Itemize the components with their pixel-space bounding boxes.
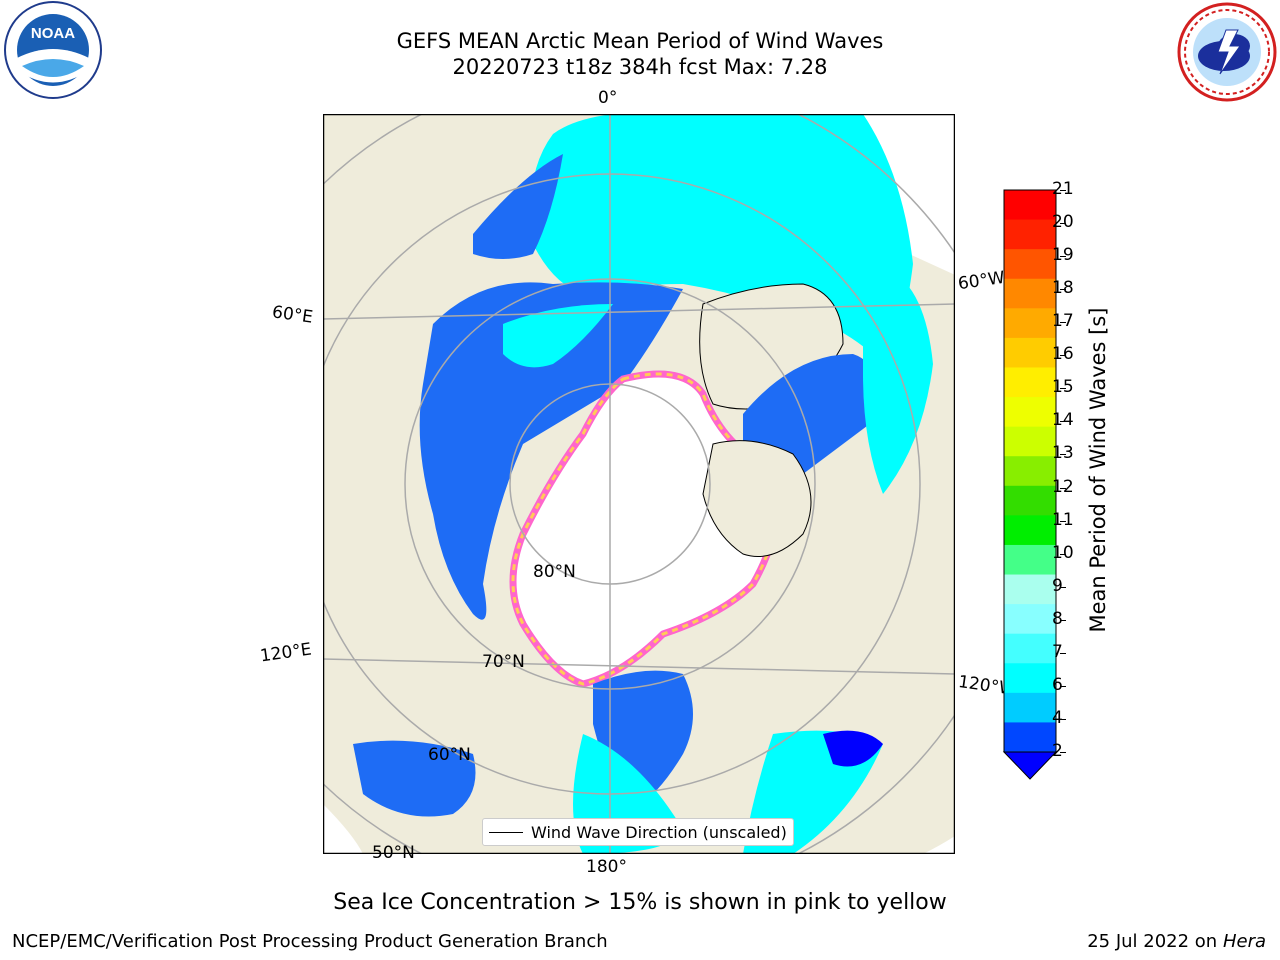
colorbar-segment xyxy=(1004,367,1056,398)
colorbar-tick-label: 11 xyxy=(1052,509,1074,530)
colorbar-tick-label: 21 xyxy=(1052,179,1074,199)
colorbar-tick-mark xyxy=(1060,652,1066,654)
colorbar-tick-mark xyxy=(1060,718,1066,720)
colorbar-tick-mark xyxy=(1060,223,1066,225)
colorbar-extend-arrow xyxy=(1002,751,1058,780)
sea-ice xyxy=(513,374,776,684)
colorbar-tick-mark xyxy=(1060,421,1066,423)
colorbar-segment xyxy=(1004,456,1056,487)
colorbar-segment xyxy=(1004,426,1056,457)
colorbar-tick-mark xyxy=(1060,553,1066,555)
ocean-eurasian-shelf xyxy=(419,282,683,620)
colorbar-tick-mark xyxy=(1060,355,1066,357)
graticule xyxy=(323,114,955,854)
colorbar-tick-label: 15 xyxy=(1052,377,1074,398)
lat-label-60n: 60°N xyxy=(428,745,471,765)
colorbar-segment xyxy=(1004,663,1056,694)
legend-label: Wind Wave Direction (unscaled) xyxy=(531,822,787,842)
colorbar-segment xyxy=(1004,574,1056,605)
lon-label-0: 0° xyxy=(598,88,618,108)
colorbar-segment xyxy=(1004,249,1056,280)
lon-label-120e: 120°E xyxy=(258,639,313,667)
colorbar-tick-label: 7 xyxy=(1052,641,1063,662)
colorbar-tick-mark xyxy=(1060,388,1066,390)
colorbar xyxy=(1002,189,1058,780)
colorbar-tick-label: 13 xyxy=(1052,443,1074,464)
colorbar-segment xyxy=(1004,692,1056,723)
colorbar-segment xyxy=(1004,337,1056,368)
colorbar-tick-label: 9 xyxy=(1052,575,1063,596)
lon-label-180: 180° xyxy=(586,857,627,877)
colorbar-segment xyxy=(1004,190,1056,221)
colorbar-tick-label: 10 xyxy=(1052,542,1074,563)
map-legend: Wind Wave Direction (unscaled) xyxy=(482,818,794,846)
colorbar-tick-label: 14 xyxy=(1052,410,1074,431)
caption: Sea Ice Concentration > 15% is shown in … xyxy=(333,890,947,915)
colorbar-segment xyxy=(1004,633,1056,664)
colorbar-tick-mark xyxy=(1060,520,1066,522)
nws-logo xyxy=(1177,2,1277,102)
colorbar-tick-mark xyxy=(1060,752,1066,753)
lat-label-50n: 50°N xyxy=(372,843,415,863)
lon-label-60e: 60°E xyxy=(270,302,315,328)
colorbar-segment xyxy=(1004,485,1056,516)
canadian-archipelago xyxy=(702,440,812,557)
colorbar-tick-label: 8 xyxy=(1052,608,1063,629)
colorbar-tick-mark xyxy=(1060,586,1066,588)
colorbar-tick-label: 16 xyxy=(1052,344,1074,365)
colorbar-tick-mark xyxy=(1060,685,1066,687)
colorbar-tick-mark xyxy=(1060,256,1066,258)
colorbar-tick-mark xyxy=(1060,289,1066,291)
colorbar-segment xyxy=(1004,219,1056,250)
colorbar-segment xyxy=(1004,722,1056,753)
colorbar-tick-label: 20 xyxy=(1052,212,1074,233)
footer-host: Hera xyxy=(1222,931,1266,952)
colorbar-tick-label: 18 xyxy=(1052,278,1074,299)
colorbar-tick-mark xyxy=(1060,454,1066,456)
colorbar-tick-label: 12 xyxy=(1052,476,1074,497)
colorbar-segment xyxy=(1004,515,1056,546)
colorbar-segment xyxy=(1004,604,1056,635)
colorbar-tick-mark xyxy=(1060,322,1066,324)
noaa-logo: NOAA xyxy=(4,1,102,99)
colorbar-tick-label: 6 xyxy=(1052,674,1063,695)
colorbar-tick-label: 4 xyxy=(1052,707,1063,728)
colorbar-label: Mean Period of Wind Waves [s] xyxy=(1086,307,1110,633)
polar-map xyxy=(323,114,955,854)
ocean-okhotsk xyxy=(353,740,476,817)
colorbar-tick-mark xyxy=(1060,487,1066,489)
colorbar-tick-mark xyxy=(1060,619,1066,621)
footer-date: 25 Jul 2022 on xyxy=(1087,931,1223,952)
colorbar-segment xyxy=(1004,278,1056,309)
lat-label-70n: 70°N xyxy=(482,652,525,672)
legend-line-icon xyxy=(489,831,523,833)
colorbar-segment xyxy=(1004,308,1056,339)
lon-label-60w: 60°W xyxy=(956,267,1007,295)
footer-right: 25 Jul 2022 on Hera xyxy=(1087,931,1266,952)
chart-title: GEFS MEAN Arctic Mean Period of Wind Wav… xyxy=(396,29,884,53)
svg-text:NOAA: NOAA xyxy=(31,25,75,42)
colorbar-tick-label: 19 xyxy=(1052,245,1074,266)
outside-domain xyxy=(603,114,955,854)
colorbar-segment xyxy=(1004,397,1056,428)
colorbar-tick-label: 2 xyxy=(1052,741,1063,761)
colorbar-tick-mark xyxy=(1060,190,1066,191)
colorbar-tick-label: 17 xyxy=(1052,311,1074,332)
footer-left: NCEP/EMC/Verification Post Processing Pr… xyxy=(12,931,608,952)
chart-subtitle: 20220723 t18z 384h fcst Max: 7.28 xyxy=(452,55,828,79)
colorbar-segment xyxy=(1004,544,1056,576)
lat-label-80n: 80°N xyxy=(533,562,576,582)
